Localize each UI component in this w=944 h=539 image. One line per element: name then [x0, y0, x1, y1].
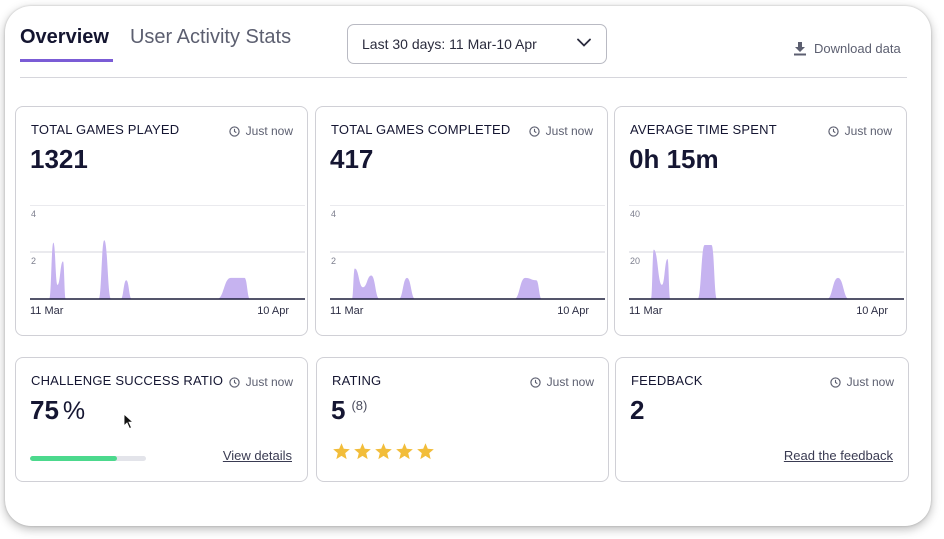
x-axis-end-label: 10 Apr [856, 305, 888, 317]
average-time-spent-value: 0h 15m [629, 144, 719, 174]
y-tick-label: 4 [31, 209, 36, 219]
updated-time-label: Just now [846, 375, 894, 389]
updated-time: Just now [529, 375, 594, 389]
card-title: TOTAL GAMES COMPLETED [331, 122, 511, 137]
mouse-cursor-icon [123, 413, 135, 430]
tab-divider [20, 77, 907, 78]
y-tick-label: 2 [331, 256, 336, 266]
updated-time-label: Just now [546, 375, 594, 389]
chevron-down-icon [577, 38, 591, 47]
x-axis-start-label: 11 Mar [629, 305, 663, 317]
updated-time: Just now [228, 375, 293, 389]
card-title: CHALLENGE SUCCESS RATIO [31, 373, 224, 388]
challenge-success-number: 75 [30, 395, 59, 425]
updated-time-label: Just now [245, 375, 293, 389]
total-games-played-value: 1321 [30, 144, 88, 174]
x-axis-end-label: 10 Apr [557, 305, 589, 317]
view-details-link[interactable]: View details [222, 448, 292, 463]
star-rating [332, 442, 437, 461]
tab-user-activity-stats[interactable]: User Activity Stats [129, 26, 292, 48]
clock-icon [829, 376, 841, 388]
area-series [651, 244, 849, 299]
area-chart-svg: 24 [30, 205, 305, 300]
clock-icon [228, 125, 240, 137]
y-tick-label: 4 [331, 209, 336, 219]
updated-time: Just now [228, 124, 293, 138]
updated-time: Just now [827, 124, 892, 138]
download-data-button[interactable]: Download data [793, 41, 901, 56]
percent-unit: % [62, 397, 86, 425]
rating-number: 5 [331, 395, 346, 425]
challenge-success-value: 75% [30, 395, 85, 426]
y-tick-label: 40 [630, 209, 640, 219]
star-icon [354, 443, 371, 460]
tab-overview[interactable]: Overview [20, 26, 113, 62]
clock-icon [529, 376, 541, 388]
card-rating: RATING Just now 5 (8) [316, 357, 609, 482]
card-title: FEEDBACK [631, 373, 703, 388]
x-axis-start-label: 11 Mar [30, 305, 64, 317]
date-range-select[interactable]: Last 30 days: 11 Mar-10 Apr [347, 24, 607, 64]
clock-icon [827, 125, 839, 137]
rating-value: 5 (8) [331, 395, 367, 426]
updated-time-label: Just now [545, 124, 593, 138]
download-data-label: Download data [814, 41, 901, 56]
card-title: RATING [332, 373, 382, 388]
average-time-chart: 20 40 [629, 205, 904, 305]
star-icon [333, 443, 350, 460]
card-feedback: FEEDBACK Just now 2 Read the feedback [615, 357, 909, 482]
updated-time: Just now [528, 124, 593, 138]
rating-count: (8) [351, 398, 368, 413]
star-icon [375, 443, 392, 460]
download-icon [794, 42, 806, 56]
date-range-label: Last 30 days: 11 Mar-10 Apr [362, 36, 537, 52]
total-games-completed-value: 417 [330, 144, 374, 174]
card-challenge-success-ratio: CHALLENGE SUCCESS RATIO Just now 75% Vie… [15, 357, 308, 482]
card-title: AVERAGE TIME SPENT [630, 122, 777, 137]
star-icon [396, 443, 413, 460]
x-axis-end-label: 10 Apr [257, 305, 289, 317]
updated-time: Just now [829, 375, 894, 389]
x-axis-start-label: 11 Mar [330, 305, 364, 317]
clock-icon [228, 376, 240, 388]
clock-icon [528, 125, 540, 137]
area-series [49, 240, 250, 299]
star-icon [417, 443, 434, 460]
tab-bar: Overview User Activity Stats [20, 26, 291, 62]
updated-time-label: Just now [245, 124, 293, 138]
card-title: TOTAL GAMES PLAYED [31, 122, 180, 137]
area-chart-svg: 24 [330, 205, 605, 300]
area-series [352, 268, 542, 299]
success-progress-fill [30, 456, 117, 461]
read-feedback-link[interactable]: Read the feedback [783, 448, 893, 463]
card-average-time-spent: AVERAGE TIME SPENT Just now 0h 15m 20 40 … [614, 106, 907, 336]
success-progress-bar [30, 456, 146, 461]
feedback-count-value: 2 [630, 395, 645, 425]
y-tick-label: 2 [31, 256, 36, 266]
updated-time-label: Just now [844, 124, 892, 138]
y-tick-label: 20 [630, 256, 640, 266]
